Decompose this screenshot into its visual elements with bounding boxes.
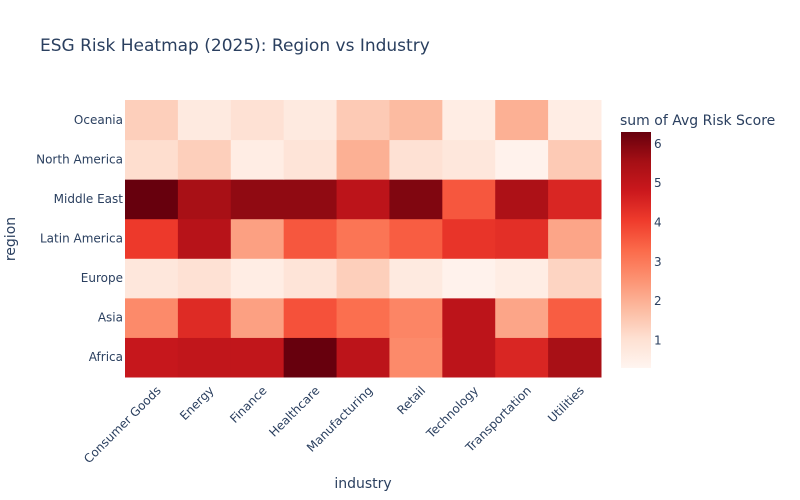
heatmap-cell xyxy=(283,258,338,299)
y-tick-label: Africa xyxy=(89,350,123,364)
heatmap-cell xyxy=(230,139,285,180)
heatmap-cell xyxy=(389,100,443,141)
heatmap-cell xyxy=(336,297,390,338)
heatmap-cell xyxy=(548,297,602,338)
heatmap-cell xyxy=(442,179,496,220)
heatmap-cell xyxy=(336,179,390,220)
heatmap-cell xyxy=(389,218,443,259)
heatmap-cell xyxy=(495,337,549,378)
colorbar-tick-label: 4 xyxy=(654,215,662,229)
heatmap-cell xyxy=(125,337,179,378)
heatmap-cell xyxy=(495,258,549,299)
heatmap-cell xyxy=(125,258,179,299)
heatmap-cell xyxy=(283,297,338,338)
colorbar xyxy=(621,132,651,368)
heatmap-cell xyxy=(442,258,496,299)
heatmap-cell xyxy=(548,337,602,378)
heatmap-cell xyxy=(389,179,443,220)
colorbar-tick-label: 5 xyxy=(654,176,662,190)
heatmap-cell xyxy=(283,337,338,378)
heatmap-cell xyxy=(442,297,496,338)
heatmap-cells xyxy=(125,100,602,378)
y-tick-label: Asia xyxy=(98,311,123,325)
chart-title: ESG Risk Heatmap (2025): Region vs Indus… xyxy=(40,36,430,56)
y-tick-label: Europe xyxy=(81,271,123,285)
heatmap-cell xyxy=(495,179,549,220)
heatmap-cell xyxy=(177,218,232,259)
x-tick-label: Technology xyxy=(423,383,481,441)
heatmap-cell xyxy=(230,297,285,338)
heatmap-cell xyxy=(548,100,602,141)
heatmap-cell xyxy=(283,218,338,259)
heatmap-cell xyxy=(283,179,338,220)
heatmap-cell xyxy=(442,337,496,378)
x-axis-label: industry xyxy=(334,476,391,492)
heatmap-cell xyxy=(177,337,232,378)
heatmap-cell xyxy=(230,218,285,259)
heatmap-cell xyxy=(283,139,338,180)
y-tick-label: Middle East xyxy=(54,192,124,206)
x-axis-ticks: Consumer Goods Energy FinanceHealthcareMan… xyxy=(81,383,587,466)
heatmap-cell xyxy=(177,139,232,180)
heatmap-cell xyxy=(125,297,179,338)
colorbar-ticks: 1 2 3 4 5 6 xyxy=(654,137,662,348)
heatmap-cell xyxy=(125,218,179,259)
heatmap-cell xyxy=(548,218,602,259)
heatmap-cell xyxy=(548,258,602,299)
heatmap-cell xyxy=(230,100,285,141)
heatmap-cell xyxy=(177,100,232,141)
heatmap-cell xyxy=(548,139,602,180)
colorbar-tick-label: 1 xyxy=(654,333,662,347)
y-axis-label: region xyxy=(3,217,19,261)
heatmap-cell xyxy=(230,258,285,299)
y-tick-label: North America xyxy=(36,152,123,166)
heatmap-cell xyxy=(495,297,549,338)
x-tick-label: Consumer Goods xyxy=(81,383,164,466)
heatmap-cell xyxy=(389,337,443,378)
y-axis-ticks: Africa Asia Europe Latin America Middle East… xyxy=(36,113,123,364)
colorbar-tick-label: 6 xyxy=(654,137,662,151)
x-tick-label: Finance xyxy=(227,383,269,425)
heatmap-cell xyxy=(548,179,602,220)
heatmap-cell xyxy=(336,258,390,299)
x-tick-label: Utilities xyxy=(545,383,587,425)
heatmap-cell xyxy=(125,139,179,180)
y-tick-label: Oceania xyxy=(74,113,123,127)
heatmap-cell xyxy=(230,337,285,378)
heatmap-cell xyxy=(442,100,496,141)
colorbar-tick-label: 2 xyxy=(654,294,662,308)
heatmap-cell xyxy=(495,100,549,141)
heatmap-cell xyxy=(177,297,232,338)
heatmap-cell xyxy=(389,297,443,338)
colorbar-tick-label: 3 xyxy=(654,255,662,269)
x-tick-label: Energy xyxy=(177,383,217,423)
y-tick-label: Latin America xyxy=(40,232,123,246)
heatmap-cell xyxy=(495,139,549,180)
heatmap-cell xyxy=(389,139,443,180)
heatmap-cell xyxy=(495,218,549,259)
heatmap-cell xyxy=(177,179,232,220)
heatmap-cell xyxy=(336,337,390,378)
heatmap-cell xyxy=(177,258,232,299)
heatmap-cell xyxy=(442,218,496,259)
x-tick-label: Retail xyxy=(394,383,428,417)
heatmap-cell xyxy=(442,139,496,180)
heatmap-cell xyxy=(125,100,179,141)
heatmap-cell xyxy=(283,100,338,141)
heatmap-cell xyxy=(336,100,390,141)
heatmap-cell xyxy=(336,218,390,259)
heatmap-cell xyxy=(389,258,443,299)
heatmap-cell xyxy=(230,179,285,220)
colorbar-title: sum of Avg Risk Score xyxy=(620,113,775,129)
heatmap-cell xyxy=(125,179,179,220)
x-tick-label: Healthcare xyxy=(266,383,322,439)
heatmap-cell xyxy=(336,139,390,180)
